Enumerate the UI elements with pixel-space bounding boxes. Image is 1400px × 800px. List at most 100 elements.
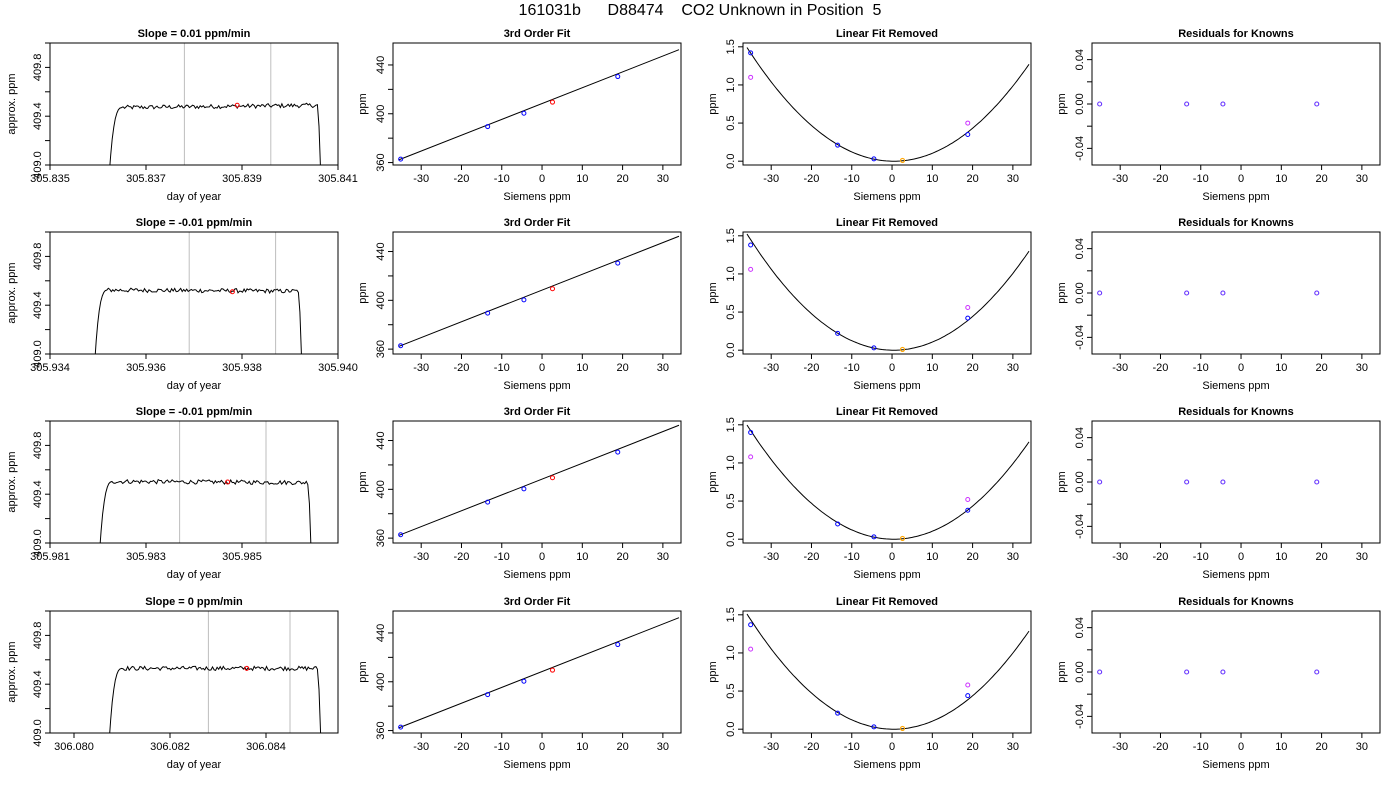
plot-frame xyxy=(49,610,339,734)
standard-point xyxy=(965,132,971,137)
x-tick-label: 30 xyxy=(657,741,669,753)
panel-fit-row-2: 3rd Order Fit Siemens ppm ppm -30 -20 -10 0 10 2… xyxy=(357,406,682,581)
x-tick-label: 0 xyxy=(889,362,895,374)
raw-point xyxy=(965,497,971,503)
x-tick-label: -10 xyxy=(844,362,860,374)
x-tick-label: 30 xyxy=(657,551,669,563)
y-axis-label: ppm xyxy=(357,471,369,492)
unknown-point xyxy=(550,475,556,481)
x-tick-label: -10 xyxy=(494,173,510,185)
fit-curve xyxy=(746,424,1030,540)
y-tick-label: 409.0 xyxy=(32,151,44,179)
panel-fit-row-0: 3rd Order Fit Siemens ppm ppm -30 -20 -10 0 10 2… xyxy=(357,28,682,203)
fit-line xyxy=(398,424,680,536)
plot-area xyxy=(398,235,680,349)
y-tick-label: 409.4 xyxy=(32,291,44,319)
raw-point xyxy=(965,304,971,310)
standard-point xyxy=(965,693,971,699)
y-tick-label: 409.8 xyxy=(32,54,44,82)
x-axis-label: Siemens ppm xyxy=(853,380,920,392)
standard-point xyxy=(835,710,841,716)
y-axis-label: ppm xyxy=(707,471,719,492)
unknown-point xyxy=(899,725,906,732)
raw-point xyxy=(748,454,754,460)
y-tick-label: 409.8 xyxy=(32,622,44,650)
x-tick-label: 305.841 xyxy=(318,173,358,185)
x-tick-label: 20 xyxy=(616,173,628,185)
x-tick-label: -20 xyxy=(454,741,470,753)
x-tick-label: -20 xyxy=(804,173,820,185)
standard-point xyxy=(485,124,491,130)
x-tick-label: -10 xyxy=(844,551,860,563)
panel-fit-row-1: 3rd Order Fit Siemens ppm ppm -30 -20 -10 0 10 2… xyxy=(357,217,682,392)
standard-point xyxy=(615,74,621,80)
panel-residuals-row-2: Residuals for Knowns Siemens ppm ppm -30 -20… xyxy=(1056,406,1381,581)
y-tick-label: 409.0 xyxy=(32,340,44,368)
x-tick-label: -30 xyxy=(1112,173,1128,185)
plot-frame xyxy=(392,231,682,355)
x-tick-label: -30 xyxy=(1112,741,1128,753)
y-tick-label: 0.5 xyxy=(725,304,737,319)
residual-point xyxy=(1097,669,1103,675)
residual-point xyxy=(1220,479,1226,485)
x-tick-label: 10 xyxy=(1275,173,1287,185)
x-tick-label: 0 xyxy=(539,362,545,374)
panel-fit-row-3: 3rd Order Fit Siemens ppm ppm -30 -20 -10 0 10 2… xyxy=(357,596,682,771)
x-tick-label: -10 xyxy=(1193,362,1209,374)
unknown-point xyxy=(899,157,906,164)
plot-area xyxy=(1097,101,1320,107)
x-tick-label: 10 xyxy=(576,551,588,563)
residual-point xyxy=(1220,290,1226,296)
panel-title: Linear Fit Removed xyxy=(836,596,938,608)
y-tick-label: 0.5 xyxy=(725,683,737,698)
y-axis-label: ppm xyxy=(357,93,369,114)
panel-title: Slope = 0.01 ppm/min xyxy=(138,28,251,40)
panel-title: Linear Fit Removed xyxy=(836,28,938,40)
y-tick-label: 360 xyxy=(375,340,387,358)
panel-title: Slope = -0.01 ppm/min xyxy=(136,406,253,418)
x-tick-label: 30 xyxy=(1356,741,1368,753)
y-tick-label: 1.0 xyxy=(725,455,737,470)
x-tick-label: 10 xyxy=(576,741,588,753)
residual-point xyxy=(1184,669,1190,675)
residual-point xyxy=(1220,669,1226,675)
x-tick-label: -20 xyxy=(1153,551,1169,563)
unknown-point xyxy=(550,99,556,105)
data-trace xyxy=(109,102,321,165)
standard-point xyxy=(871,156,877,162)
x-tick-label: -10 xyxy=(494,362,510,374)
standard-point xyxy=(748,622,754,628)
fit-line xyxy=(398,235,680,347)
standard-point xyxy=(835,521,841,527)
page-title: 161031b D88474 CO2 Unknown in Position 5 xyxy=(518,2,882,19)
plot-area xyxy=(109,611,322,733)
x-tick-label: 305.936 xyxy=(126,362,166,374)
y-tick-label: 440 xyxy=(375,431,387,449)
standard-point xyxy=(521,297,527,303)
panel-time-row-3: Slope = 0 ppm/min day of year approx. ppm 3… xyxy=(6,596,339,771)
y-tick-label: 1.5 xyxy=(725,417,737,432)
x-tick-label: -30 xyxy=(1112,551,1128,563)
y-tick-label: 1.0 xyxy=(725,77,737,92)
residual-point xyxy=(1314,479,1320,485)
panel-title: 3rd Order Fit xyxy=(504,406,571,418)
plot-area xyxy=(398,617,680,730)
x-axis-label: Siemens ppm xyxy=(1202,569,1269,581)
panel-residuals-row-3: Residuals for Knowns Siemens ppm ppm -30 -20… xyxy=(1056,596,1381,771)
y-tick-label: 440 xyxy=(375,56,387,74)
x-tick-label: 20 xyxy=(1315,551,1327,563)
x-tick-label: -20 xyxy=(1153,741,1169,753)
plot-frame xyxy=(392,610,682,734)
standard-point xyxy=(485,310,491,316)
x-tick-label: -30 xyxy=(763,741,779,753)
x-tick-label: 10 xyxy=(1275,362,1287,374)
plot-area xyxy=(99,421,312,543)
x-tick-label: 10 xyxy=(926,362,938,374)
x-tick-label: 0 xyxy=(539,551,545,563)
x-tick-label: 20 xyxy=(1315,741,1327,753)
y-tick-label: 0.04 xyxy=(1074,49,1086,70)
x-tick-label: 306.084 xyxy=(246,741,286,753)
x-tick-label: 0 xyxy=(889,741,895,753)
x-tick-label: 30 xyxy=(1007,173,1019,185)
x-tick-label: 0 xyxy=(1238,173,1244,185)
